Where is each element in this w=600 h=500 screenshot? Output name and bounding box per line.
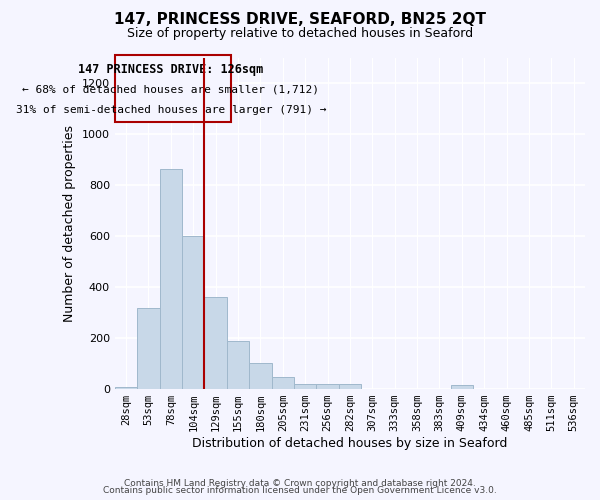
X-axis label: Distribution of detached houses by size in Seaford: Distribution of detached houses by size … [192, 437, 508, 450]
Text: 147, PRINCESS DRIVE, SEAFORD, BN25 2QT: 147, PRINCESS DRIVE, SEAFORD, BN25 2QT [114, 12, 486, 28]
Text: Contains HM Land Registry data © Crown copyright and database right 2024.: Contains HM Land Registry data © Crown c… [124, 478, 476, 488]
Bar [272, 377, 294, 389]
Y-axis label: Number of detached properties: Number of detached properties [64, 125, 76, 322]
Bar [137, 308, 160, 389]
Text: ← 68% of detached houses are smaller (1,712): ← 68% of detached houses are smaller (1,… [22, 85, 319, 95]
Text: Contains public sector information licensed under the Open Government Licence v3: Contains public sector information licen… [103, 486, 497, 495]
Bar [182, 236, 205, 389]
Bar [339, 384, 361, 389]
Bar [249, 363, 272, 389]
Text: Size of property relative to detached houses in Seaford: Size of property relative to detached ho… [127, 28, 473, 40]
Text: 31% of semi-detached houses are larger (791) →: 31% of semi-detached houses are larger (… [16, 105, 326, 115]
Bar [160, 169, 182, 389]
Bar [115, 386, 137, 389]
FancyBboxPatch shape [115, 56, 232, 122]
Text: 147 PRINCESS DRIVE: 126sqm: 147 PRINCESS DRIVE: 126sqm [78, 63, 263, 76]
Bar [451, 386, 473, 389]
Bar [205, 298, 227, 389]
Bar [227, 342, 249, 389]
Bar [294, 384, 316, 389]
Bar [316, 384, 339, 389]
